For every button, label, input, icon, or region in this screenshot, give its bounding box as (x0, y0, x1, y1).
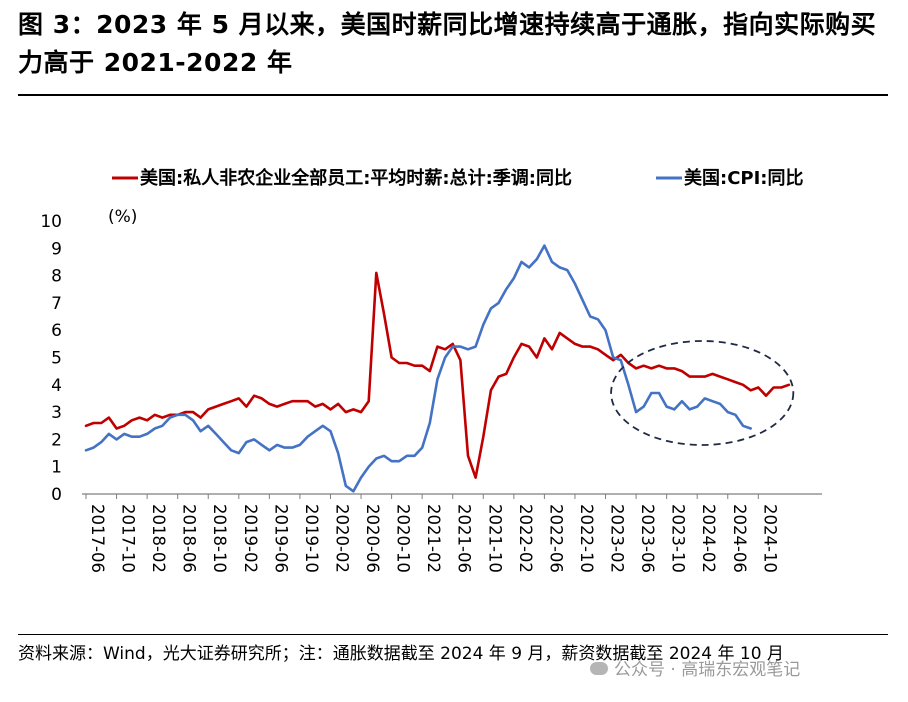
y-tick-label: 10 (40, 212, 62, 232)
x-tick-label: 2020-02 (332, 504, 351, 573)
legend-label-wage: 美国:私人非农企业全部员工:平均时薪:总计:季调:同比 (140, 167, 572, 189)
wage-growth-line (84, 271, 791, 479)
x-tick-label: 2023-06 (638, 504, 657, 573)
y-tick-label: 4 (51, 376, 62, 396)
x-tick-label: 2018-06 (180, 504, 199, 573)
x-tick-label: 2017-10 (119, 504, 138, 573)
x-tick-label: 2020-06 (363, 504, 382, 573)
y-tick-label: 3 (51, 403, 62, 423)
x-tick-label: 2021-02 (424, 504, 443, 573)
x-axis: 2017-06 2017-10 2018-02 2018-06 2018-10 2019-… (82, 493, 822, 573)
y-tick-label: 9 (51, 239, 62, 259)
x-tick-label: 2020-10 (394, 504, 413, 573)
cpi-line (84, 244, 753, 493)
source-note: 资料来源：Wind，光大证券研究所；注：通胀数据截至 2024 年 9 月，薪资… (18, 644, 784, 664)
x-tick-label: 2017-06 (88, 504, 107, 573)
x-tick-label: 2018-10 (210, 504, 229, 573)
figure-title: 图 3：2023 年 5 月以来，美国时薪同比增速持续高于通胀，指向实际购买力高… (18, 10, 877, 77)
watermark: 公众号 · 高瑞东宏观笔记 (590, 655, 800, 680)
x-tick-label: 2024-06 (730, 504, 749, 573)
y-tick-label: 2 (51, 430, 62, 450)
y-axis-unit: (%) (108, 207, 137, 227)
source-rule (18, 634, 888, 635)
x-tick-label: 2024-10 (760, 504, 779, 573)
x-tick-label: 2019-02 (241, 504, 260, 573)
y-tick-label: 5 (51, 349, 62, 369)
series-layer (84, 244, 791, 493)
legend: 美国:私人非农企业全部员工:平均时薪:总计:季调:同比 美国:CPI:同比 (112, 167, 804, 189)
x-tick-label: 2018-02 (149, 504, 168, 573)
x-tick-label: 2022-10 (577, 504, 596, 573)
y-tick-label: 7 (51, 294, 62, 314)
x-tick-label: 2023-02 (608, 504, 627, 573)
x-tick-label: 2019-10 (302, 504, 321, 573)
wechat-icon (590, 661, 608, 675)
x-tick-label: 2019-06 (271, 504, 290, 573)
y-tick-label: 6 (51, 321, 62, 341)
y-tick-label: 1 (51, 458, 62, 478)
annotation-layer (610, 340, 795, 446)
y-tick-label: 8 (51, 267, 62, 287)
x-tick-label: 2021-06 (455, 504, 474, 573)
watermark-text: 公众号 · 高瑞东宏观笔记 (614, 660, 801, 680)
y-tick-label: 0 (51, 485, 62, 505)
dashed-ellipse-annotation (610, 340, 795, 446)
x-tick-label: 2022-02 (516, 504, 535, 573)
title-rule (18, 94, 888, 96)
x-tick-label: 2024-02 (699, 504, 718, 573)
legend-label-cpi: 美国:CPI:同比 (684, 167, 804, 189)
x-tick-label: 2021-10 (485, 504, 504, 573)
y-axis: 0 1 2 3 4 5 6 7 8 9 10 (%) (40, 207, 137, 505)
x-tick-label: 2022-06 (546, 504, 565, 573)
x-tick-label: 2023-10 (669, 504, 688, 573)
